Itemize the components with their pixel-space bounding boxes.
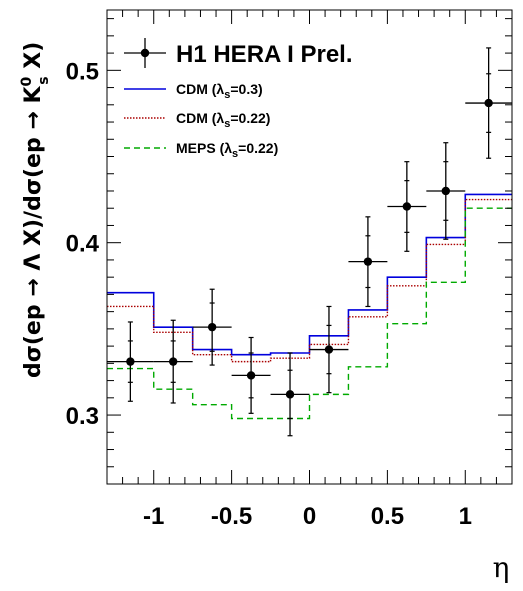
x-tick-label: 0.5 (371, 503, 404, 530)
plot-area (107, 47, 512, 437)
data-marker (324, 345, 334, 354)
data-marker (126, 357, 135, 366)
legend-title: H1 HERA I Prel. (176, 41, 353, 68)
data-marker (285, 390, 295, 399)
x-axis-label: η (493, 551, 510, 584)
legend-label: CDM (λs=0.3) (176, 81, 263, 101)
data-marker (169, 357, 178, 366)
legend-entry-1: CDM (λs=0.3) (124, 81, 263, 101)
data-point-3 (192, 288, 232, 366)
data-point-7 (348, 216, 388, 308)
data-marker (402, 202, 412, 211)
data-point-9 (426, 142, 466, 240)
legend-marker (140, 48, 150, 58)
x-tick-label: 1 (459, 503, 472, 530)
x-tick-label: -1 (143, 503, 164, 530)
data-point-8 (387, 161, 427, 252)
series-line-1 (107, 193, 512, 356)
x-tick-label: 0 (303, 503, 316, 530)
series-line-2 (107, 198, 512, 363)
data-point-10 (465, 47, 512, 159)
y-tick-label: 0.4 (66, 231, 100, 258)
x-tick-label: -0.5 (211, 503, 252, 530)
data-point-4 (231, 336, 271, 414)
legend-label: CDM (λs=0.22) (176, 110, 270, 130)
legend-entry-data: H1 HERA I Prel. (124, 38, 353, 68)
legend-entry-3: MEPS (λs=0.22) (124, 140, 278, 160)
y-axis-label-group: dσ(ep → Λ X)/dσ(ep → K0s X) (19, 42, 52, 378)
legend-entry-2: CDM (λs=0.22) (124, 110, 270, 130)
data-point-6 (309, 305, 349, 394)
data-marker (441, 186, 450, 196)
data-marker (207, 322, 217, 332)
axis-ticks: -1 -0.5 0 0.5 1 0.3 0.4 0.5 (66, 10, 513, 530)
data-point-2 (153, 319, 193, 404)
legend-label: MEPS (λs=0.22) (176, 140, 278, 160)
y-axis-label: dσ(ep → Λ X)/dσ(ep → K0s X) (19, 42, 52, 378)
data-marker (246, 371, 256, 380)
y-tick-label: 0.3 (66, 403, 99, 430)
data-point-1 (107, 321, 154, 402)
data-point-5 (270, 352, 310, 437)
legend: H1 HERA I Prel. CDM (λs=0.3) CDM (λs=0.22)… (124, 38, 353, 160)
series-line-3 (107, 207, 512, 420)
data-marker (363, 257, 373, 266)
y-tick-label: 0.5 (66, 58, 99, 85)
data-marker (484, 98, 493, 108)
